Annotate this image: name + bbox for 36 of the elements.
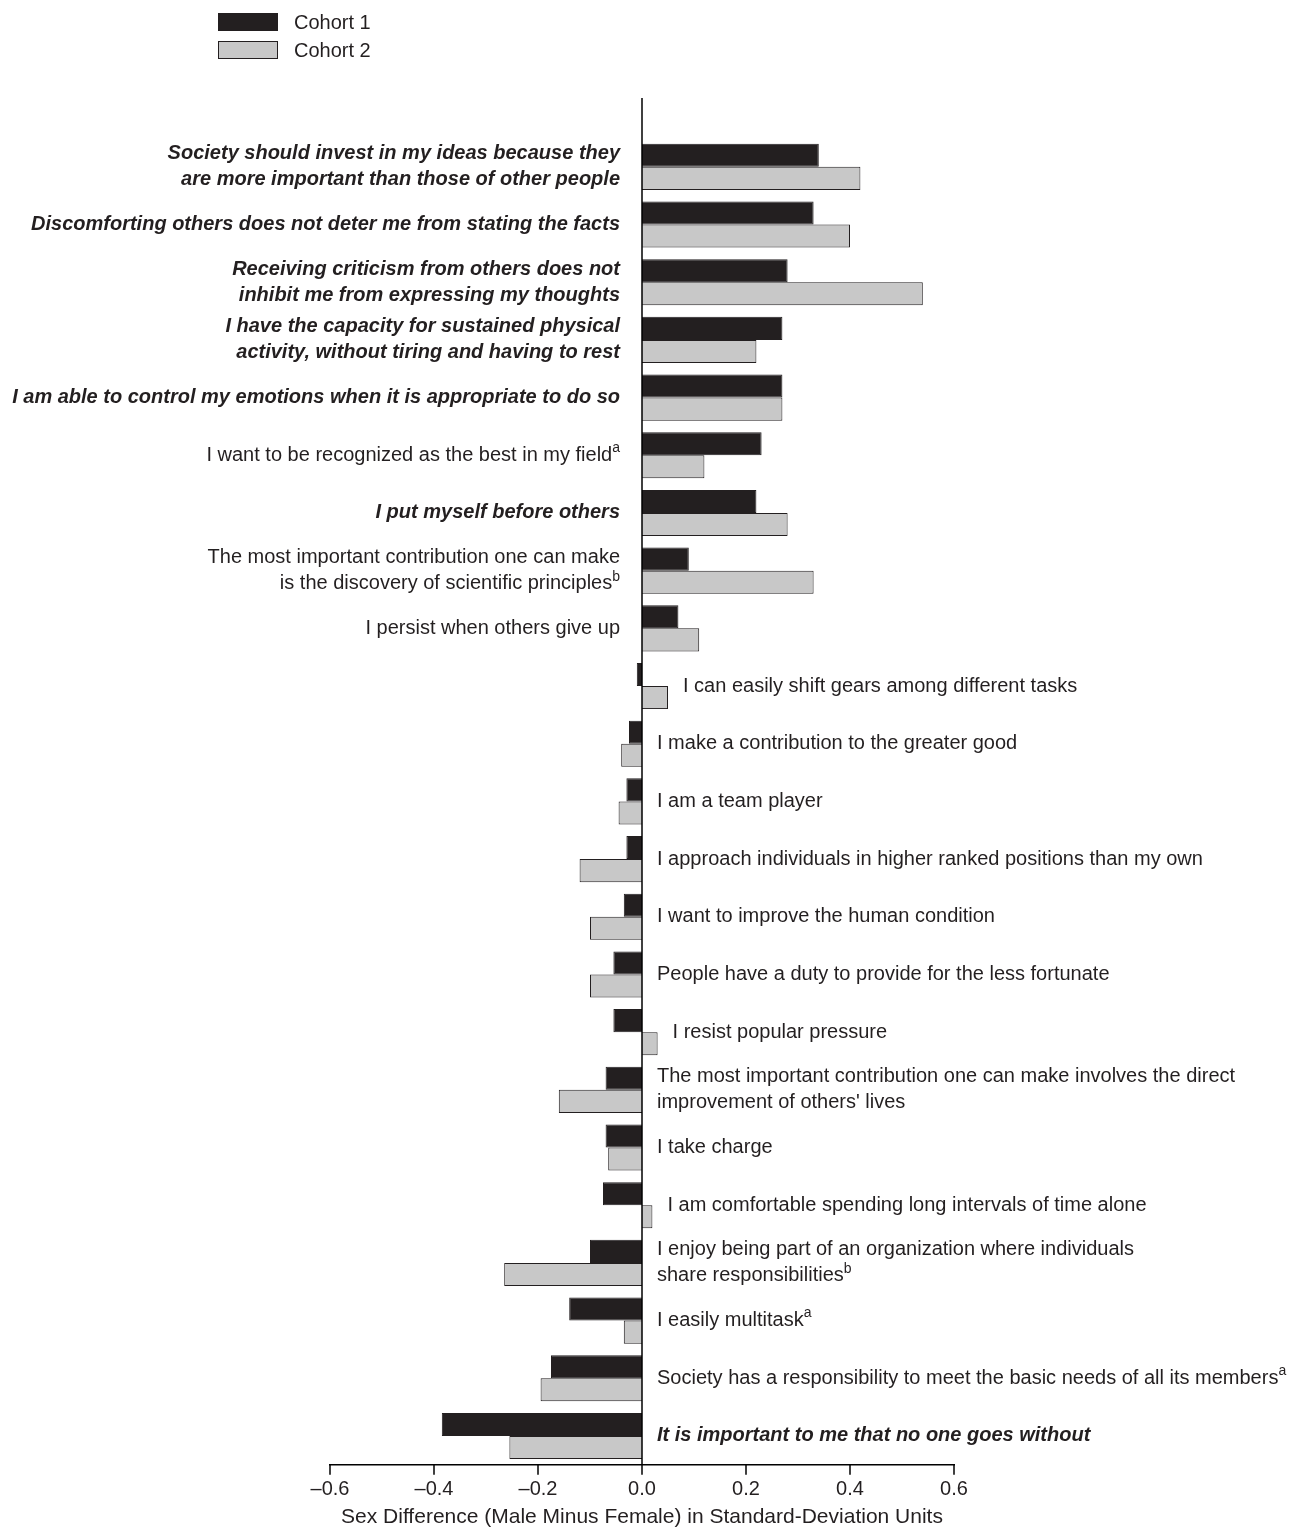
x-tick-label: –0.6 — [310, 1477, 350, 1500]
x-tick-label: 0.0 — [628, 1477, 656, 1500]
x-tick-label: –0.4 — [414, 1477, 454, 1500]
y-tick-label: I take charge — [657, 1135, 773, 1158]
x-tick-label: 0.4 — [836, 1477, 864, 1500]
y-tick-label: Discomforting others does not deter me from stating the facts — [31, 212, 620, 235]
legend-label: Cohort 2 — [294, 38, 371, 62]
y-tick-label: People have a duty to provide for the less fortunate — [657, 961, 1110, 984]
bar — [603, 1182, 642, 1206]
y-tick-label: I am able to control my emotions when it is appropriate to do so — [12, 385, 621, 408]
bar — [642, 605, 679, 629]
x-tick-label: 0.6 — [940, 1477, 968, 1500]
y-tick-label: I have the capacity for sustained physical activity, without tiring and having to rest — [225, 314, 622, 363]
x-tick-label: –0.2 — [518, 1477, 558, 1500]
bar — [626, 778, 642, 802]
y-tick-label: I put myself before others — [375, 500, 621, 523]
legend-label: Cohort 1 — [294, 10, 371, 34]
bar — [605, 1124, 642, 1148]
y-tick-label: I can easily shift gears among different tasks — [683, 673, 1078, 696]
x-axis-title: Sex Difference (Male Minus Female) in Standard-Deviation Units — [341, 1504, 943, 1528]
bar — [613, 1009, 642, 1033]
y-tick-label: I am a team player — [657, 788, 823, 811]
y-tick-label: I persist when others give up — [365, 615, 621, 638]
y-tick-label: I resist popular pressure — [672, 1019, 888, 1042]
bar — [551, 1355, 642, 1379]
y-tick-label: It is important to me that no one goes without — [657, 1423, 1092, 1446]
y-tick-label: Society should invest in my ideas because they are more important than those of other people — [167, 141, 621, 190]
y-tick-label: Receiving criticism from others does not inhibit me from expressing my thoughts — [232, 256, 622, 305]
y-tick-label: I want to improve the human condition — [657, 904, 995, 927]
y-tick-label: I make a contribution to the greater good — [657, 731, 1018, 754]
y-tick-label: The most important contribution one can make involves the direct improvement of others' lives — [657, 1064, 1236, 1113]
x-tick-label: 0.2 — [732, 1477, 760, 1500]
y-tick-label: I approach individuals in higher ranked positions than my own — [657, 846, 1203, 869]
bar — [613, 951, 642, 975]
bar — [642, 259, 788, 283]
y-tick-label: I am comfortable spending long intervals of time alone — [667, 1192, 1147, 1215]
